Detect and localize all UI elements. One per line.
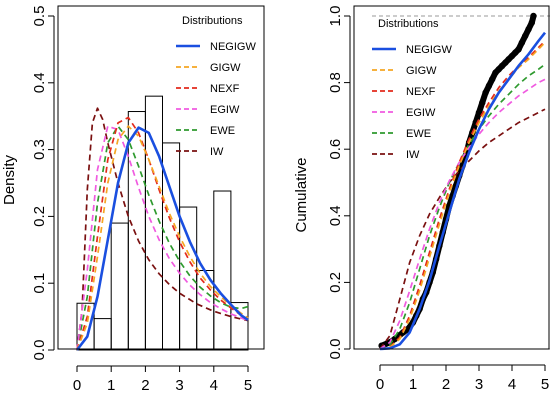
y-axis-title: Density: [1, 154, 18, 205]
y-tick-label: 0.5: [31, 6, 48, 27]
histogram-bar: [230, 302, 249, 351]
series-line-iw: [379, 108, 546, 350]
legend-item-label: IW: [210, 146, 224, 158]
legend-item-label: NEGIGW: [210, 41, 256, 53]
y-axis: 0.0 0.2 0.4 0.6 0.8 1.0: [327, 6, 351, 360]
reference-lines: [372, 15, 550, 350]
density-panel: 0.0 0.1 0.2 0.3 0.4 0.5 0 1 2 3 4 5 Density Distri…: [1, 5, 265, 394]
empirical-point: [485, 82, 493, 90]
x-tick-label: 4: [508, 376, 516, 393]
density-curves: [75, 107, 249, 351]
series-line-gigw: [379, 42, 546, 350]
legend-item-label: EGIW: [406, 107, 436, 119]
legend-item-label: NEXF: [210, 83, 240, 95]
y-tick-label: 0.0: [31, 340, 48, 361]
x-tick-label: 2: [442, 376, 450, 393]
legend-item-label: EWE: [210, 125, 235, 137]
empirical-point: [522, 32, 529, 40]
series-line-gigw: [76, 125, 249, 351]
x-tick-label: 1: [409, 376, 417, 393]
y-tick-label: 0.2: [31, 206, 48, 227]
legend: Distributions NEGIGW GIGW NEXF EGIW EWE IW: [372, 18, 452, 161]
empirical-point: [489, 76, 496, 83]
y-tick-label: 1.0: [327, 6, 344, 27]
y-tick-label: 0.4: [31, 72, 48, 93]
histogram-bar: [179, 206, 198, 351]
y-tick-label: 0.6: [327, 139, 344, 160]
empirical-point: [479, 99, 486, 106]
legend-item-label: IW: [406, 149, 420, 161]
x-tick-label: 0: [376, 376, 384, 393]
empirical-point: [482, 89, 489, 96]
series-line-iw: [76, 107, 249, 351]
empirical-point: [518, 39, 526, 46]
x-tick-label: 3: [475, 376, 483, 393]
series-line-ewe: [76, 125, 249, 351]
y-tick-label: 0.2: [327, 272, 344, 293]
legend-item-label: NEGIGW: [406, 44, 452, 56]
y-tick-label: 0.8: [327, 72, 344, 93]
plot-frame: [353, 5, 550, 350]
empirical-point: [391, 335, 399, 343]
series-line-negigw: [379, 31, 547, 351]
empirical-point: [475, 109, 483, 116]
series-line-negigw: [75, 126, 249, 351]
legend-title: Distributions: [182, 15, 243, 27]
empirical-point: [515, 46, 522, 53]
x-tick-label: 4: [210, 377, 218, 394]
series-line-egiw: [76, 125, 249, 351]
legend-item-label: GIGW: [210, 62, 241, 74]
legend-item-label: NEXF: [406, 86, 436, 98]
y-tick-label: 0.0: [327, 339, 344, 360]
y-tick-label: 0.4: [327, 205, 344, 226]
cumulative-panel: 0.0 0.2 0.4 0.6 0.8 1.0 0 1 2 3 4 5 Cumulative Dis…: [293, 5, 550, 393]
histogram-bar: [213, 190, 232, 351]
empirical-point: [525, 26, 532, 33]
series-line-nexf: [76, 116, 249, 351]
legend-item-label: EWE: [406, 128, 431, 140]
legend-title: Distributions: [378, 18, 439, 30]
x-axis: 0 1 2 3 4 5: [73, 365, 252, 394]
legend: Distributions NEGIGW GIGW NEXF EGIW EWE IW: [176, 15, 256, 158]
series-line-ewe: [379, 63, 546, 350]
x-tick-label: 3: [175, 377, 183, 394]
series-line-egiw: [379, 78, 546, 350]
y-axis: 0.0 0.1 0.2 0.3 0.4 0.5: [31, 6, 55, 361]
histogram-bar: [93, 318, 112, 351]
x-tick-label: 0: [73, 377, 81, 394]
cdf-curves: [379, 31, 547, 351]
x-tick-label: 5: [541, 376, 549, 393]
series-line-nexf: [379, 40, 546, 350]
x-tick-label: 5: [244, 377, 252, 394]
x-axis: 0 1 2 3 4 5: [376, 364, 549, 393]
y-axis-title: Cumulative: [293, 157, 310, 232]
empirical-point: [530, 12, 537, 20]
x-tick-label: 2: [141, 377, 149, 394]
legend-item-label: EGIW: [210, 104, 240, 116]
y-tick-label: 0.3: [31, 139, 48, 160]
y-tick-label: 0.1: [31, 273, 48, 294]
histogram-bar: [110, 222, 129, 351]
empirical-point: [528, 19, 535, 26]
legend-item-label: GIGW: [406, 65, 437, 77]
plot-frame: [57, 5, 265, 350]
x-tick-label: 1: [107, 377, 115, 394]
